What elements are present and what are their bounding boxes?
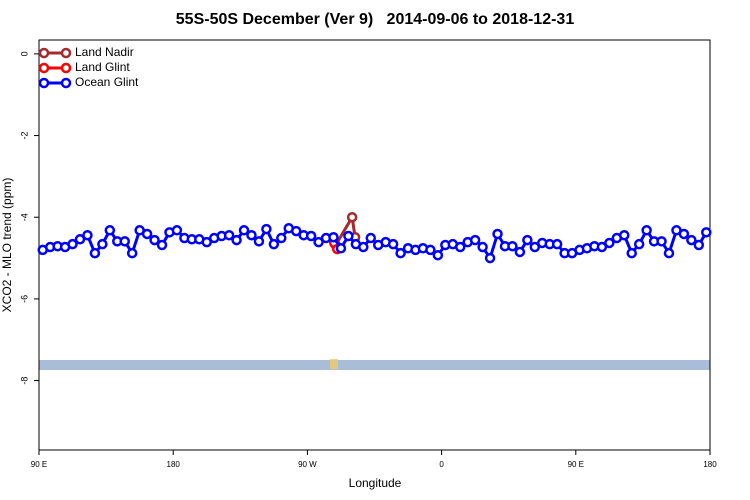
data-point (67, 238, 78, 250)
data-point (619, 229, 630, 241)
data-point (119, 236, 130, 247)
data-point (141, 228, 153, 240)
y-tick-label: -2 (19, 132, 29, 140)
data-point (335, 243, 347, 254)
data-point (313, 236, 324, 248)
data-point (89, 247, 101, 259)
data-point (305, 230, 317, 242)
background-patch (330, 359, 338, 369)
data-point (432, 249, 444, 261)
data-point (365, 232, 377, 244)
x-tick-label: 180 (167, 460, 181, 469)
data-point (477, 241, 488, 253)
data-point (596, 241, 608, 253)
legend-marker (60, 62, 72, 74)
y-tick-label: -6 (19, 295, 29, 303)
legend-label: Land Nadir (75, 45, 134, 59)
legend-marker (60, 77, 72, 89)
y-axis-label: XCO2 - MLO trend (ppm) (0, 178, 14, 313)
data-point (469, 234, 481, 246)
background-band (39, 360, 710, 370)
y-tick-label: 0 (19, 51, 29, 56)
data-point (149, 234, 160, 246)
data-point (223, 229, 235, 241)
data-point (522, 234, 533, 246)
y-tick-label: -4 (19, 213, 29, 221)
data-point (514, 246, 526, 258)
data-point (678, 228, 690, 240)
data-point (246, 229, 257, 241)
data-point (395, 247, 406, 259)
data-point (238, 225, 250, 236)
data-point (425, 244, 436, 256)
data-point (171, 225, 183, 236)
data-point (633, 238, 645, 250)
legend-marker (38, 62, 50, 74)
data-point (686, 234, 697, 246)
x-tick-label: 0 (439, 460, 444, 469)
legend-label: Ocean Glint (75, 75, 139, 89)
data-point (104, 225, 116, 236)
data-point (97, 238, 108, 250)
legend-marker (60, 47, 72, 59)
data-point (656, 236, 667, 247)
data-point (126, 247, 138, 259)
x-tick-label: 90 E (568, 460, 584, 469)
legend-marker (38, 47, 50, 59)
data-point (693, 239, 705, 251)
data-point (253, 236, 265, 247)
data-point (663, 247, 675, 259)
data-point (641, 225, 652, 236)
chart-title: 55S-50S December (Ver 9) 2014-09-06 to 2… (176, 11, 575, 28)
data-point (484, 252, 496, 264)
data-point (604, 237, 615, 249)
legend-label: Land Glint (75, 60, 130, 74)
data-point (551, 238, 563, 250)
data-point (529, 241, 541, 253)
x-axis-label: Longitude (349, 476, 402, 490)
data-point (290, 225, 302, 237)
y-tick-label: -8 (19, 377, 29, 385)
data-point (626, 247, 637, 259)
data-point (387, 238, 399, 250)
plot-frame (38, 39, 711, 451)
data-point (82, 229, 93, 241)
data-point (276, 232, 287, 244)
x-tick-label: 90 W (298, 460, 317, 469)
data-point (454, 241, 466, 253)
legend-marker (38, 77, 50, 89)
data-point (268, 238, 280, 250)
data-point (156, 239, 168, 251)
data-point (343, 230, 354, 242)
data-point (507, 240, 518, 252)
x-tick-label: 180 (703, 460, 717, 469)
data-point (201, 236, 212, 248)
data-point (358, 241, 369, 253)
x-tick-label: 90 E (31, 460, 47, 469)
data-point (701, 227, 712, 238)
data-point (492, 228, 503, 240)
data-point (261, 223, 272, 235)
data-point (346, 211, 358, 223)
data-point (74, 234, 86, 245)
data-point (231, 234, 242, 246)
data-point (328, 231, 339, 243)
